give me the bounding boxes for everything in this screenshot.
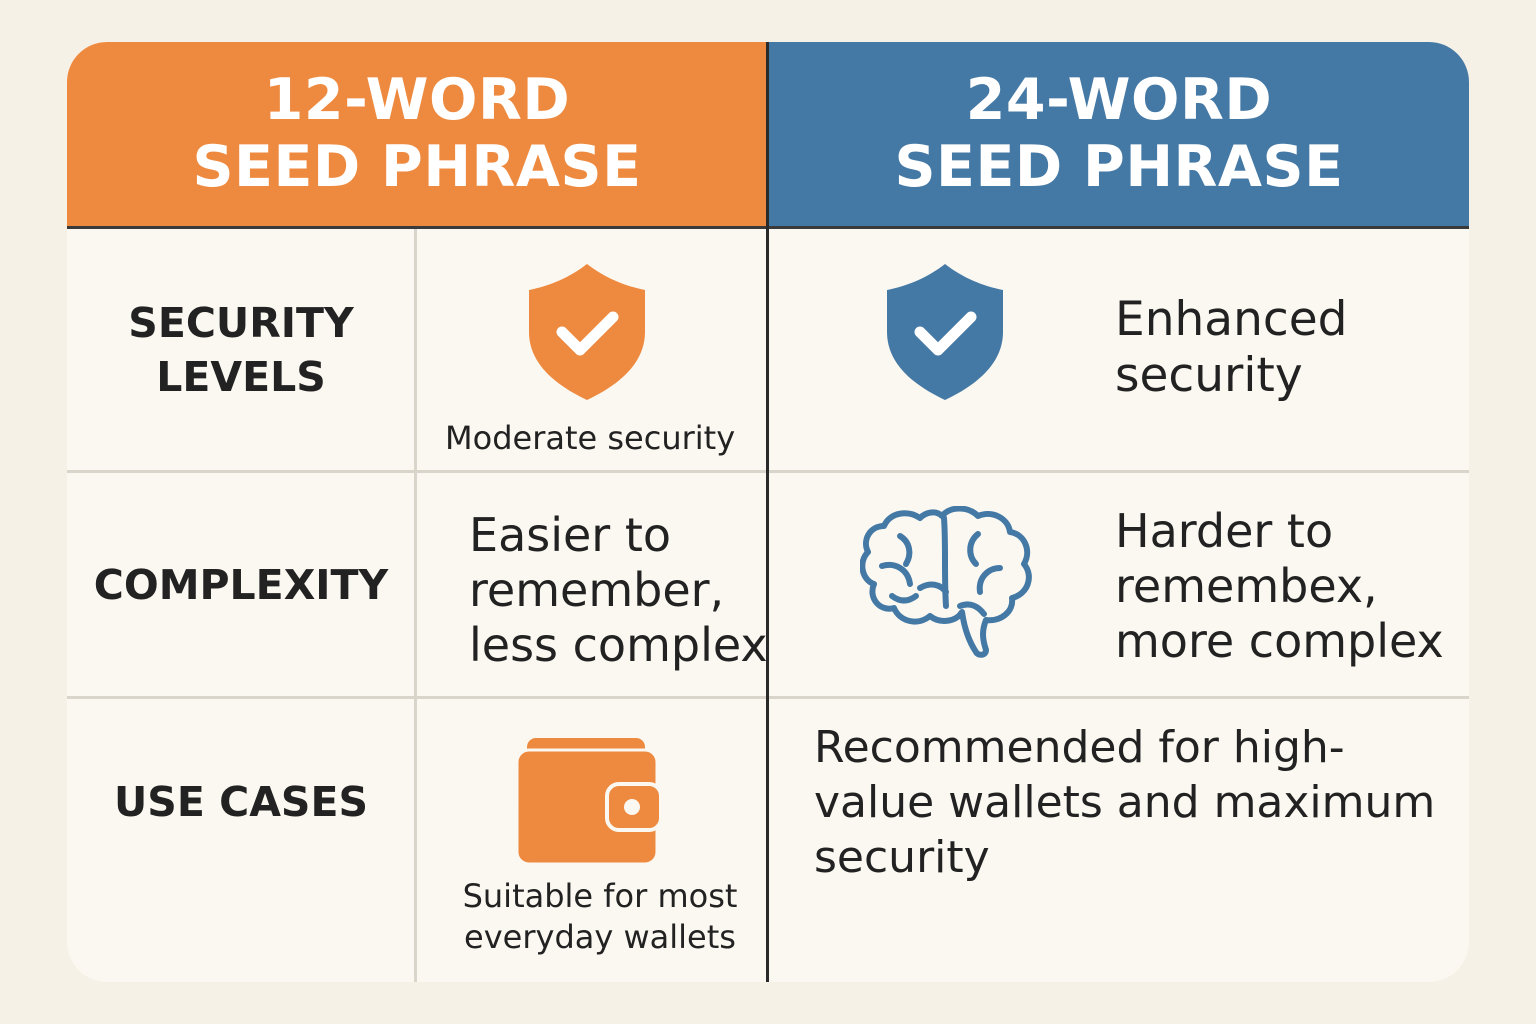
use-cases-12-line1: Suitable for most	[462, 877, 738, 915]
security-24-line2: security	[1115, 348, 1303, 403]
header-12-word-line1: 12-WORD	[263, 67, 571, 133]
complexity-12-line1: Easier to	[469, 508, 672, 562]
complexity-24-line2: remembex,	[1115, 559, 1378, 613]
use-cases-24-line3: security	[814, 832, 990, 883]
complexity-12-line2: remember,	[469, 563, 725, 617]
security-24-line1: Enhanced	[1115, 292, 1348, 347]
header-12-word-line2: SEED PHRASE	[192, 134, 642, 200]
header-24-word-line2: SEED PHRASE	[894, 134, 1344, 200]
complexity-12-text: Easier to remember, less complex	[469, 508, 768, 673]
row-label-use-cases: USE CASES	[67, 699, 415, 905]
column-divider	[766, 42, 769, 982]
shield-check-icon	[529, 264, 645, 400]
use-cases-12-text: Suitable for most everyday wallets	[435, 876, 765, 958]
shield-check-icon	[887, 264, 1003, 400]
security-24-text: Enhanced security	[1115, 292, 1347, 404]
wallet-icon	[515, 738, 663, 866]
use-cases-24-line1: Recommended for high-	[814, 722, 1345, 773]
row-label-complexity: COMPLEXITY	[67, 473, 415, 696]
row-label-security-line2: LEVELS	[156, 352, 326, 401]
security-12-text: Moderate security	[445, 419, 736, 457]
complexity-24-line3: more complex	[1115, 614, 1444, 668]
header-24-word-line1: 24-WORD	[965, 67, 1273, 133]
brain-icon	[860, 506, 1032, 658]
comparison-table: 12-WORD SEED PHRASE 24-WORD SEED PHRASE …	[67, 42, 1469, 982]
complexity-24-line1: Harder to	[1115, 504, 1334, 558]
row-label-security-line1: SECURITY	[128, 298, 354, 347]
use-cases-24-text: Recommended for high- value wallets and …	[814, 720, 1435, 885]
use-cases-12-line2: everyday wallets	[464, 918, 736, 956]
label-column-divider	[414, 229, 417, 982]
use-cases-24-line2: value wallets and maximum	[814, 777, 1436, 828]
row-label-complexity-text: COMPLEXITY	[93, 560, 389, 609]
row-label-security-levels: SECURITY LEVELS	[67, 229, 415, 470]
complexity-12-line3: less complex	[469, 618, 768, 672]
row-label-use-cases-text: USE CASES	[114, 778, 368, 826]
header-12-word: 12-WORD SEED PHRASE	[67, 42, 767, 226]
complexity-24-text: Harder to remembex, more complex	[1115, 504, 1444, 669]
header-24-word: 24-WORD SEED PHRASE	[769, 42, 1469, 226]
